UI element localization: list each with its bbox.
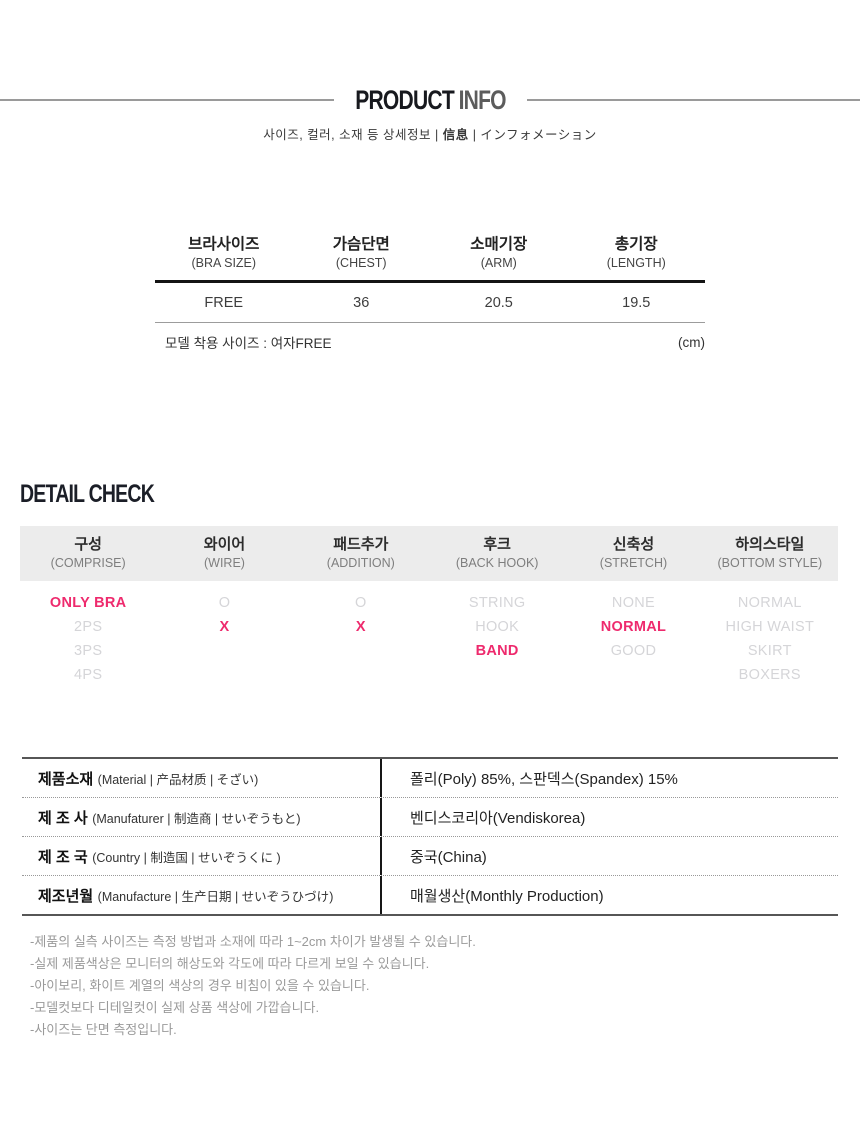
row-label: 제품소재 [38,770,94,788]
size-table-header: 브라사이즈 (BRA SIZE) 가슴단면 (CHEST) 소매기장 (ARM)… [155,235,705,271]
size-value: 19.5 [622,295,651,311]
note-line: -사이즈는 단면 측정입니다. [30,1022,177,1037]
detail-option: SKIRT [747,643,792,659]
detail-options-stretch: NONE NORMAL GOOD [565,591,701,687]
row-label-sub: (Manufaturer | 制造商 | せいぞうもと) [92,811,301,826]
page-subtitle: 사이즈, 컬러, 소재 등 상세정보 | 信息 | インフォメーション [263,128,597,142]
detail-option: BAND [475,643,519,659]
detail-option: 4PS [74,667,103,683]
detail-option: X [355,619,366,635]
detail-option: 2PS [74,619,103,635]
detail-option: HOOK [475,619,520,635]
size-table-footer: 모델 착용 사이즈 : 여자FREE (cm) [155,323,705,352]
detail-option: NONE [611,595,656,611]
row-value: 매월생산(Monthly Production) [380,876,838,914]
detail-col-addition: 패드추가 (ADDITION) [326,536,395,570]
table-row-material: 제품소재 (Material | 产品材质 | そざい) 폴리(Poly) 85… [22,759,838,798]
row-label-sub: (Country | 制造国 | せいぞうくに ) [92,850,281,865]
size-table-divider-thick [155,280,705,283]
size-col-bra: 브라사이즈 (BRA SIZE) [188,236,260,270]
page-title-primary: PRODUCT [354,84,454,115]
detail-option: O [355,595,367,611]
row-value: 중국(China) [380,837,838,875]
detail-check-title: DETAIL CHECK [20,480,155,508]
detail-col-comprise: 구성 (COMPRISE) [50,536,126,570]
product-info-heading: PRODUCT INFO [0,84,860,116]
note-line: -제품의 실측 사이즈는 측정 방법과 소재에 따라 1~2cm 차이가 발생될… [30,934,476,949]
caution-notes: -제품의 실측 사이즈는 측정 방법과 소재에 따라 1~2cm 차이가 발생될… [30,931,860,1041]
detail-option: 3PS [74,643,103,659]
detail-option: NORMAL [600,619,667,635]
detail-check-header: 구성 (COMPRISE) 와이어 (WIRE) 패드추가 (ADDITION)… [20,526,838,581]
size-col-length: 총기장 (LENGTH) [606,236,666,270]
table-row-manufacturer: 제 조 사 (Manufaturer | 制造商 | せいぞうもと) 벤디스코리… [22,798,838,837]
page-title-secondary: INFO [458,84,506,115]
detail-option: O [218,595,231,611]
page-title: PRODUCT INFO [355,85,506,116]
detail-check-table: 구성 (COMPRISE) 와이어 (WIRE) 패드추가 (ADDITION)… [20,526,838,687]
heading-rule-right [526,99,860,101]
manufacture-info-table: 제품소재 (Material | 产品材质 | そざい) 폴리(Poly) 85… [22,757,838,916]
detail-col-bottomstyle: 하의스타일 (BOTTOM STYLE) [717,536,823,570]
model-size-note: 모델 착용 사이즈 : 여자FREE [165,336,332,351]
row-value: 벤디스코리아(Vendiskorea) [380,798,838,836]
row-label-sub: (Manufacture | 生产日期 | せいぞうひづけ) [97,889,334,904]
detail-col-stretch: 신축성 (STRETCH) [599,536,668,570]
detail-option: ONLY BRA [49,595,127,611]
detail-options-comprise: ONLY BRA 2PS 3PS 4PS [20,591,156,687]
size-table-divider-thin [155,322,705,323]
table-row-date: 제조년월 (Manufacture | 生产日期 | せいぞうひづけ) 매월생산… [22,876,838,914]
table-row-country: 제 조 국 (Country | 制造国 | せいぞうくに ) 중국(China… [22,837,838,876]
row-label: 제조년월 [38,887,94,905]
row-label-sub: (Material | 产品材质 | そざい) [97,772,259,787]
size-col-arm: 소매기장 (ARM) [470,236,528,270]
detail-options-bottomstyle: NORMAL HIGH WAIST SKIRT BOXERS [702,591,838,687]
detail-check-body: ONLY BRA 2PS 3PS 4PS O X O X STRING HOOK… [20,591,838,687]
detail-option: X [219,619,230,635]
detail-col-backhook: 후크 (BACK HOOK) [455,536,539,570]
size-table: 브라사이즈 (BRA SIZE) 가슴단면 (CHEST) 소매기장 (ARM)… [155,235,705,352]
detail-option: HIGH WAIST [725,619,815,635]
detail-options-addition: O X [293,591,429,687]
note-line: -아이보리, 화이트 계열의 색상의 경우 비침이 있을 수 있습니다. [30,978,370,993]
row-label: 제 조 국 [38,848,88,866]
detail-option: STRING [468,595,526,611]
note-line: -모델컷보다 디테일컷이 실제 상품 색상에 가깝습니다. [30,1000,320,1015]
size-table-values: FREE 36 20.5 19.5 [155,283,705,322]
detail-option: NORMAL [737,595,802,611]
unit-label: (cm) [678,334,705,350]
detail-option: BOXERS [738,667,801,683]
detail-options-backhook: STRING HOOK BAND [429,591,565,687]
note-line: -실제 제품색상은 모니터의 해상도와 각도에 따라 다르게 보일 수 있습니다… [30,956,430,971]
row-label: 제 조 사 [38,809,88,827]
size-value: 36 [353,295,370,311]
row-value: 폴리(Poly) 85%, 스판덱스(Spandex) 15% [380,759,838,797]
detail-options-wire: O X [156,591,292,687]
heading-rule-left [0,99,334,101]
size-value: FREE [204,295,244,311]
size-col-chest: 가슴단면 (CHEST) [332,236,390,270]
detail-col-wire: 와이어 (WIRE) [203,536,246,570]
size-value: 20.5 [484,295,513,311]
detail-check-heading: DETAIL CHECK [20,480,860,508]
detail-option: GOOD [610,643,657,659]
